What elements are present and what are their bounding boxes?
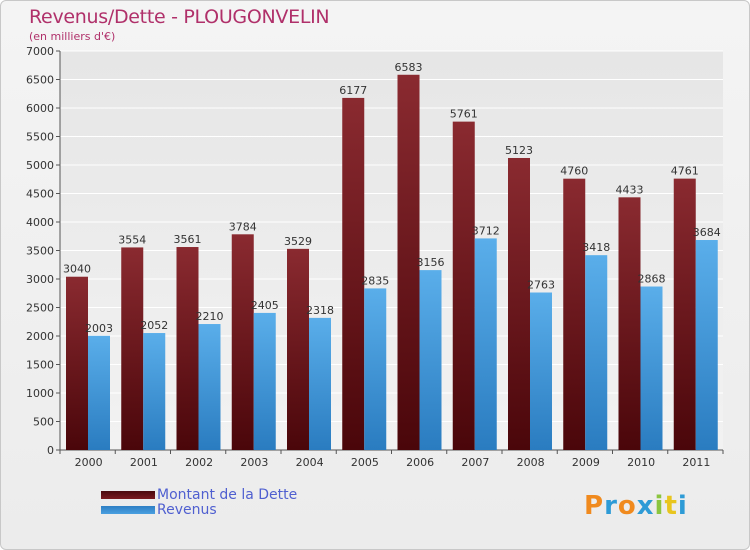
value-label-revenus: 3684 xyxy=(693,226,721,239)
value-label-revenus: 2405 xyxy=(251,299,279,312)
value-label-revenus: 3418 xyxy=(582,241,610,254)
bar-dette xyxy=(673,178,696,451)
bar-revenus xyxy=(585,255,608,450)
bar-revenus xyxy=(695,240,718,450)
x-tick-label: 2003 xyxy=(240,456,268,469)
y-tick-label: 3500 xyxy=(26,245,54,258)
chart-subtitle: (en milliers d'€) xyxy=(29,30,116,43)
value-label-revenus: 3156 xyxy=(417,256,445,269)
logo-letter: x xyxy=(636,491,655,521)
value-label-revenus: 2318 xyxy=(306,304,334,317)
value-label-dette: 3040 xyxy=(63,263,91,276)
bar-revenus xyxy=(530,292,552,450)
value-label-dette: 3529 xyxy=(284,235,312,248)
bar-revenus xyxy=(143,333,166,450)
value-label-revenus: 2763 xyxy=(527,279,555,292)
value-label-dette: 4433 xyxy=(616,183,644,196)
legend-item-dette: Montant de la Dette xyxy=(101,486,298,503)
bar-dette xyxy=(452,121,475,451)
chart-title: Revenus/Dette - PLOUGONVELIN xyxy=(29,6,330,28)
logo-letter: t xyxy=(664,491,678,521)
bar-dette xyxy=(66,276,88,450)
bar-revenus xyxy=(88,335,110,450)
y-tick-label: 2000 xyxy=(26,330,54,343)
logo-letter: i xyxy=(654,491,665,521)
x-tick-label: 2008 xyxy=(517,456,545,469)
y-tick-label: 7000 xyxy=(26,45,54,58)
y-tick-label: 0 xyxy=(47,444,54,457)
y-tick-label: 4500 xyxy=(26,188,54,201)
value-label-dette: 5761 xyxy=(450,108,478,121)
value-label-dette: 6583 xyxy=(395,61,423,74)
bar-revenus xyxy=(640,286,663,450)
proxiti-logo: Proxiti xyxy=(584,491,688,521)
bar-dette xyxy=(397,74,420,451)
logo-letter: i xyxy=(677,491,688,521)
logo-letter: r xyxy=(604,491,618,521)
bar-dette xyxy=(508,157,530,450)
legend-swatch-revenus xyxy=(101,505,155,514)
y-tick-label: 4000 xyxy=(26,216,54,229)
x-tick-label: 2000 xyxy=(75,456,103,469)
bar-dette xyxy=(287,248,309,450)
bar-dette xyxy=(231,234,254,450)
legend-label-dette: Montant de la Dette xyxy=(157,486,298,503)
y-tick-label: 6500 xyxy=(26,74,54,87)
x-tick-label: 2002 xyxy=(185,456,213,469)
bar-revenus xyxy=(364,288,387,450)
bar-revenus xyxy=(253,312,276,450)
legend-item-revenus: Revenus xyxy=(101,501,297,518)
bar-revenus xyxy=(309,317,331,450)
value-label-dette: 6177 xyxy=(339,84,367,97)
value-label-dette: 4760 xyxy=(560,165,588,178)
y-tick-label: 1000 xyxy=(26,387,54,400)
legend-swatch-dette xyxy=(101,490,155,499)
y-tick-label: 5500 xyxy=(26,131,54,144)
value-label-dette: 5123 xyxy=(505,144,533,157)
legend-label-revenus: Revenus xyxy=(157,501,217,518)
x-tick-label: 2007 xyxy=(461,456,489,469)
value-label-dette: 3784 xyxy=(229,220,257,233)
y-tick-label: 500 xyxy=(33,416,54,429)
x-tick-label: 2004 xyxy=(296,456,324,469)
value-label-revenus: 3712 xyxy=(472,224,500,237)
bar-revenus xyxy=(198,324,221,450)
bar-dette xyxy=(618,197,641,450)
x-tick-label: 2005 xyxy=(351,456,379,469)
bar-revenus xyxy=(474,238,497,450)
bar-dette xyxy=(342,97,365,450)
x-tick-label: 2010 xyxy=(627,456,655,469)
x-tick-label: 2006 xyxy=(406,456,434,469)
y-tick-label: 6000 xyxy=(26,102,54,115)
x-tick-label: 2001 xyxy=(130,456,158,469)
y-tick-label: 5000 xyxy=(26,159,54,172)
value-label-revenus: 2210 xyxy=(196,310,224,323)
value-label-revenus: 2835 xyxy=(361,274,389,287)
bar-dette xyxy=(121,247,144,450)
logo-letter: P xyxy=(584,491,605,521)
x-tick-label: 2011 xyxy=(682,456,710,469)
value-label-revenus: 2003 xyxy=(85,322,113,335)
bar-dette xyxy=(563,178,586,450)
y-tick-label: 2500 xyxy=(26,302,54,315)
x-tick-label: 2009 xyxy=(572,456,600,469)
y-tick-label: 1500 xyxy=(26,359,54,372)
value-label-dette: 4761 xyxy=(671,165,699,178)
legend: Montant de la Dette Revenus xyxy=(101,486,298,518)
bar-dette xyxy=(176,247,199,450)
logo-letter: o xyxy=(617,491,637,521)
bar-revenus xyxy=(419,270,442,450)
value-label-dette: 3554 xyxy=(118,233,146,246)
value-label-revenus: 2052 xyxy=(140,319,168,332)
value-label-revenus: 2868 xyxy=(638,273,666,286)
y-tick-label: 3000 xyxy=(26,273,54,286)
value-label-dette: 3561 xyxy=(174,233,202,246)
